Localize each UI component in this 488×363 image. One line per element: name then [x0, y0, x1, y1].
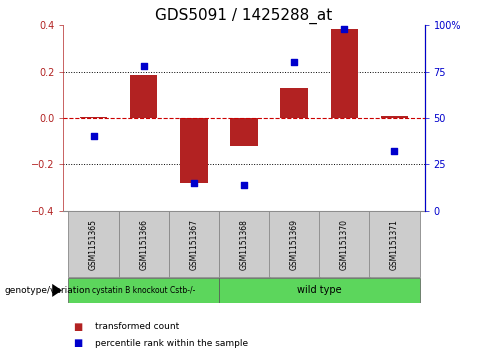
Point — [90, 134, 98, 139]
Bar — [169, 211, 219, 277]
Point — [290, 60, 298, 65]
Point — [240, 182, 248, 188]
Bar — [230, 118, 258, 146]
Text: GSM1151365: GSM1151365 — [89, 219, 98, 270]
Text: cystatin B knockout Cstb-/-: cystatin B knockout Cstb-/- — [92, 286, 195, 295]
Bar — [130, 75, 158, 118]
Point — [140, 63, 147, 69]
Text: GSM1151367: GSM1151367 — [189, 219, 198, 270]
Text: transformed count: transformed count — [95, 322, 180, 331]
Bar — [369, 211, 420, 277]
Text: ■: ■ — [73, 322, 82, 332]
Bar — [330, 29, 358, 118]
Text: GSM1151369: GSM1151369 — [290, 219, 299, 270]
Bar — [68, 278, 219, 303]
Bar — [80, 117, 107, 118]
Bar — [219, 211, 269, 277]
Text: GSM1151370: GSM1151370 — [340, 219, 349, 270]
Text: wild type: wild type — [297, 285, 342, 295]
Title: GDS5091 / 1425288_at: GDS5091 / 1425288_at — [155, 8, 333, 24]
Point — [390, 148, 398, 154]
Bar — [68, 211, 119, 277]
Bar — [180, 118, 207, 183]
Bar — [281, 88, 308, 118]
Text: GSM1151366: GSM1151366 — [139, 219, 148, 270]
Point — [341, 26, 348, 32]
Bar — [381, 116, 408, 118]
Point — [190, 180, 198, 186]
Text: ■: ■ — [73, 338, 82, 348]
Text: genotype/variation: genotype/variation — [5, 286, 91, 295]
Text: GSM1151368: GSM1151368 — [240, 219, 248, 270]
Text: GSM1151371: GSM1151371 — [390, 219, 399, 270]
Bar — [119, 211, 169, 277]
Bar — [269, 211, 320, 277]
Text: percentile rank within the sample: percentile rank within the sample — [95, 339, 248, 347]
Polygon shape — [52, 284, 62, 297]
Bar — [319, 211, 370, 277]
Bar — [219, 278, 420, 303]
